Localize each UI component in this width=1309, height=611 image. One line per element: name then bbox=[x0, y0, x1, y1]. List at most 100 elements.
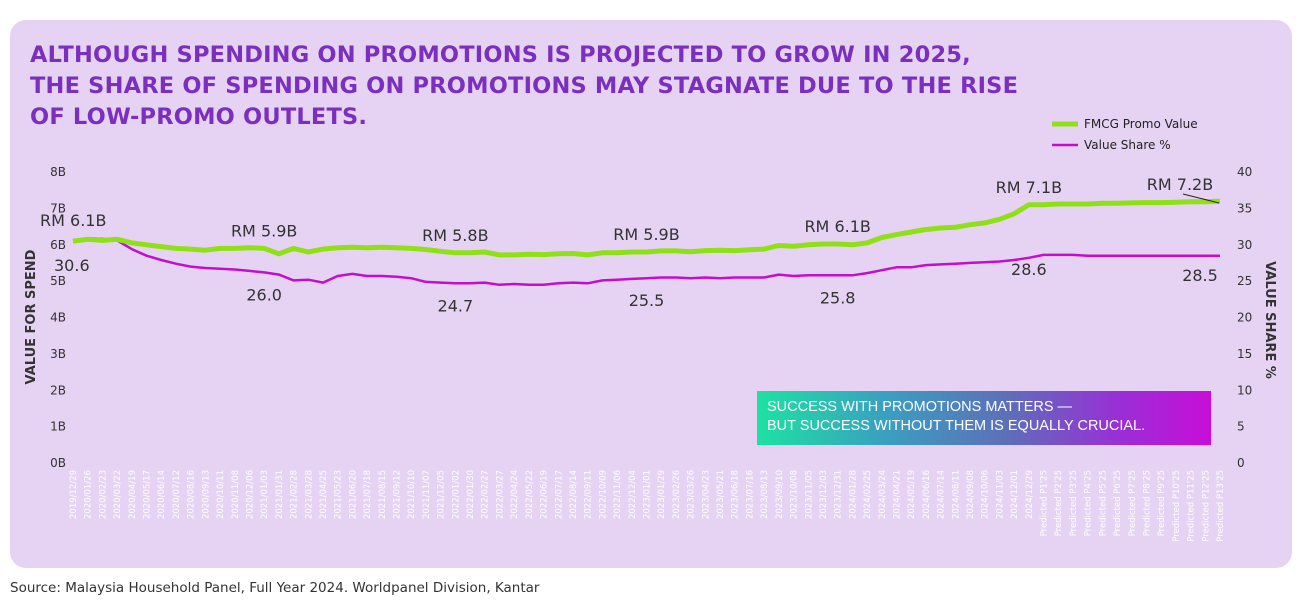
x-tick-label: 2022/12/04 bbox=[628, 470, 638, 519]
right-axis-tick-label: 10 bbox=[1237, 383, 1252, 397]
x-tick-label: 2019/12/29 bbox=[69, 470, 79, 519]
promo-value-data-label: RM 7.1B bbox=[996, 178, 1062, 197]
x-tick-label: 2022/03/27 bbox=[495, 470, 505, 519]
series-line-promo-value bbox=[72, 198, 1221, 258]
chart-title: ALTHOUGH SPENDING ON PROMOTIONS IS PROJE… bbox=[30, 40, 1019, 133]
x-tick-label: 2022/11/06 bbox=[613, 470, 623, 519]
x-tick-label: 2022/01/30 bbox=[466, 470, 476, 519]
x-tick-label: 2022/02/27 bbox=[481, 470, 491, 519]
right-axis-title: VALUE SHARE % bbox=[1262, 261, 1277, 379]
x-tick-label: 2023/07/16 bbox=[745, 470, 755, 519]
x-tick-label: 2021/03/28 bbox=[304, 470, 314, 519]
x-tick-label: 2023/04/23 bbox=[701, 470, 711, 519]
value-share-data-label: 25.8 bbox=[820, 288, 856, 307]
legend-label-promo-value: FMCG Promo Value bbox=[1084, 117, 1198, 131]
x-tick-label: 2022/04/24 bbox=[510, 470, 520, 519]
value-share-data-label: 25.5 bbox=[629, 291, 665, 310]
x-tick-label: 2024/04/21 bbox=[892, 470, 902, 519]
x-tick-label: 2020/03/22 bbox=[113, 470, 123, 519]
x-tick-label: 2021/02/28 bbox=[290, 470, 300, 519]
title-line-1: ALTHOUGH SPENDING ON PROMOTIONS IS PROJE… bbox=[30, 42, 971, 68]
right-axis-tick-label: 30 bbox=[1237, 238, 1252, 252]
x-tick-label: 2024/07/14 bbox=[937, 470, 947, 519]
x-tick-label: Predicted P7'25 bbox=[1128, 470, 1138, 536]
right-axis-tick-label: 40 bbox=[1237, 165, 1252, 179]
right-axis-tick-label: 0 bbox=[1237, 456, 1245, 470]
x-tick-label: 2023/01/01 bbox=[643, 470, 653, 519]
x-tick-label: 2024/05/19 bbox=[907, 470, 917, 519]
promo-value-data-label: RM 6.1B bbox=[804, 217, 870, 236]
right-axis-tick-label: 25 bbox=[1237, 274, 1252, 288]
x-tick-label: 2020/12/06 bbox=[245, 470, 255, 519]
x-tick-label: 2023/06/18 bbox=[731, 470, 741, 519]
chart-card bbox=[10, 20, 1292, 568]
left-axis-tick-label: 8B bbox=[50, 165, 66, 179]
right-axis-tick-label: 15 bbox=[1237, 347, 1252, 361]
left-axis-tick-label: 1B bbox=[50, 420, 66, 434]
x-tick-label: 2023/10/08 bbox=[790, 470, 800, 519]
x-tick-label: Predicted P4'25 bbox=[1084, 470, 1094, 536]
x-tick-label: 2021/09/12 bbox=[393, 470, 403, 519]
x-tick-label: 2020/01/26 bbox=[84, 470, 94, 519]
x-tick-label: 2021/01/03 bbox=[260, 470, 270, 519]
title-line-2: THE SHARE OF SPENDING ON PROMOTIONS MAY … bbox=[30, 73, 1019, 99]
x-tick-label: 2023/11/05 bbox=[804, 470, 814, 519]
value-share-data-label: 28.6 bbox=[1011, 260, 1047, 279]
value-share-data-label: 26.0 bbox=[246, 285, 282, 304]
x-tick-label: 2024/08/11 bbox=[951, 470, 961, 519]
x-tick-label: 2023/08/13 bbox=[760, 470, 770, 519]
x-tick-label: Predicted P3'25 bbox=[1069, 470, 1079, 536]
x-tick-label: 2023/01/29 bbox=[657, 470, 667, 519]
left-axis-tick-label: 7B bbox=[50, 201, 66, 215]
promo-value-data-label: RM 5.8B bbox=[422, 226, 488, 245]
x-tick-label: Predicted P12'25 bbox=[1201, 470, 1211, 542]
x-tick-label: 2022/08/14 bbox=[569, 470, 579, 519]
source-note: Source: Malaysia Household Panel, Full Y… bbox=[10, 580, 540, 596]
x-tick-label: 2022/07/17 bbox=[554, 470, 564, 519]
x-tick-label: 2020/09/13 bbox=[201, 470, 211, 519]
x-tick-label: 2020/11/08 bbox=[231, 470, 241, 519]
x-tick-label: 2021/05/23 bbox=[334, 470, 344, 519]
x-tick-label: Predicted P8'25 bbox=[1142, 470, 1152, 536]
left-axis-title: VALUE FOR SPEND bbox=[24, 249, 39, 384]
left-axis-tick-label: 4B bbox=[50, 311, 66, 325]
value-share-data-label: 24.7 bbox=[438, 296, 474, 315]
right-axis-tick-label: 20 bbox=[1237, 311, 1252, 325]
x-tick-label: 2021/12/05 bbox=[437, 470, 447, 519]
x-tick-label: 2021/04/25 bbox=[319, 470, 329, 519]
x-tick-label: 2020/10/11 bbox=[216, 470, 226, 519]
x-tick-label: 2024/11/03 bbox=[995, 470, 1005, 519]
x-tick-label: 2021/08/15 bbox=[378, 470, 388, 519]
x-tick-label: 2020/08/16 bbox=[187, 470, 197, 519]
left-axis-tick-label: 0B bbox=[50, 456, 66, 470]
callout-box: SUCCESS WITH PROMOTIONS MATTERS — BUT SU… bbox=[757, 391, 1211, 445]
x-tick-label: 2022/10/09 bbox=[598, 470, 608, 519]
x-tick-label: 2024/12/01 bbox=[1010, 470, 1020, 519]
x-tick-label: 2024/01/28 bbox=[848, 470, 858, 519]
value-share-data-label: 30.6 bbox=[54, 256, 90, 275]
callout-line-1: SUCCESS WITH PROMOTIONS MATTERS — bbox=[767, 399, 1073, 415]
x-tick-label: 2023/03/26 bbox=[687, 470, 697, 519]
x-tick-label: 2023/05/21 bbox=[716, 470, 726, 519]
promo-value-data-label: RM 5.9B bbox=[613, 225, 679, 244]
promo-value-data-label: RM 6.1B bbox=[40, 211, 106, 230]
left-axis-tick-label: 5B bbox=[50, 274, 66, 288]
x-tick-label: Predicted P13'25 bbox=[1216, 470, 1226, 542]
x-tick-label: 2024/12/29 bbox=[1025, 470, 1035, 519]
callout-line-2: BUT SUCCESS WITHOUT THEM IS EQUALLY CRUC… bbox=[767, 418, 1146, 434]
x-tick-label: 2022/01/02 bbox=[451, 470, 461, 519]
x-tick-label: 2024/02/25 bbox=[863, 470, 873, 519]
x-tick-label: 2023/12/03 bbox=[819, 470, 829, 519]
x-tick-label: 2024/10/06 bbox=[981, 470, 991, 519]
x-tick-label: 2024/03/24 bbox=[878, 470, 888, 519]
right-axis-tick-label: 5 bbox=[1237, 420, 1245, 434]
x-tick-label: Predicted P10'25 bbox=[1172, 470, 1182, 542]
x-tick-label: Predicted P2'25 bbox=[1054, 470, 1064, 536]
annotation-leader-line bbox=[1182, 193, 1220, 204]
x-tick-label: 2021/07/18 bbox=[363, 470, 373, 519]
x-tick-label: 2020/02/23 bbox=[98, 470, 108, 519]
x-tick-label: 2023/09/10 bbox=[775, 470, 785, 519]
x-tick-label: 2020/07/12 bbox=[172, 470, 182, 519]
title-line-3: OF LOW-PROMO OUTLETS. bbox=[30, 104, 368, 130]
promo-value-data-label: RM 7.2B bbox=[1147, 175, 1213, 194]
